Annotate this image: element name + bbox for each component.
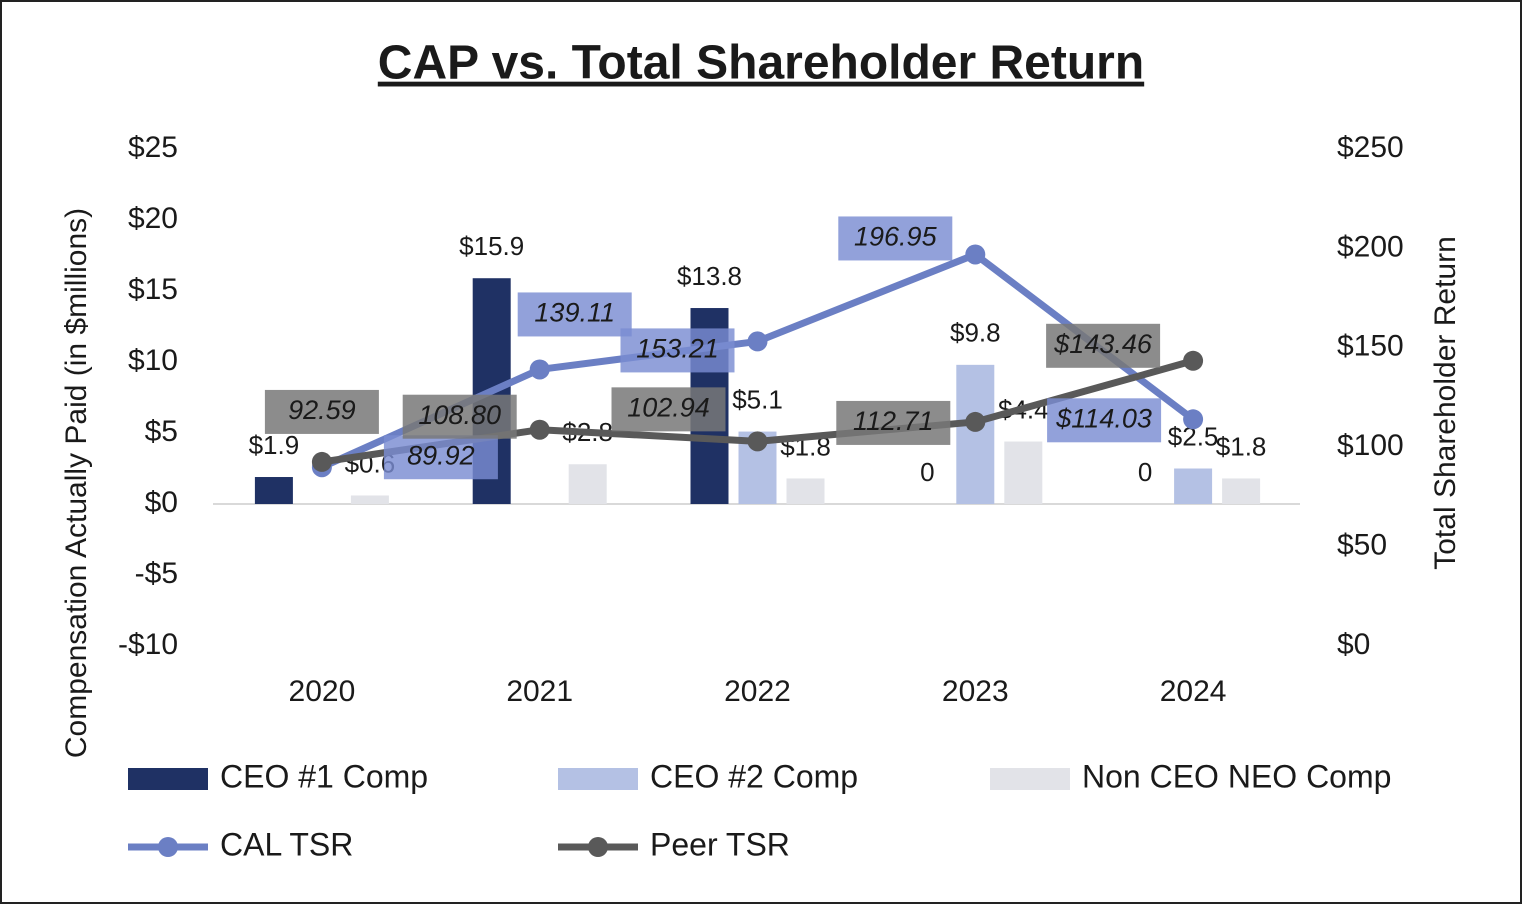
line-point [1183, 409, 1204, 430]
x-tick-label: 2023 [942, 675, 1009, 708]
label-box [1047, 398, 1162, 443]
y-tick-label: -$10 [118, 628, 178, 661]
label-box [517, 292, 632, 337]
bar [1174, 468, 1213, 504]
x-tick-label: 2020 [289, 675, 356, 708]
y-tick-label: -$5 [135, 557, 178, 590]
label-box [264, 389, 379, 434]
legend-label: Non CEO NEO Comp [1082, 758, 1391, 794]
bar-value-label: 0 [1138, 457, 1152, 487]
bar [568, 464, 607, 504]
line-value-label: 112.71 [853, 406, 934, 436]
bar [1004, 441, 1043, 504]
line-point [965, 411, 986, 432]
legend-label: CEO #2 Comp [650, 758, 858, 794]
line-point [1183, 350, 1204, 371]
y2-axis-title: Total Shareholder Return [1429, 236, 1462, 570]
legend-marker [588, 837, 608, 857]
legend-swatch [558, 768, 638, 790]
y2-tick-label: $250 [1337, 131, 1404, 164]
x-tick-label: 2022 [724, 675, 791, 708]
label-box [1046, 323, 1161, 368]
label-box [611, 387, 726, 432]
line-value-label: 108.80 [418, 400, 501, 430]
x-tick-label: 2024 [1160, 675, 1227, 708]
line-value-label: 196.95 [854, 222, 938, 252]
y-tick-label: $0 [145, 486, 178, 519]
y-tick-label: $20 [128, 202, 178, 235]
bar-value-label: 0 [920, 457, 934, 487]
label-box [402, 394, 517, 439]
label-box [620, 328, 735, 373]
legend-label: CEO #1 Comp [220, 758, 428, 794]
line-point [747, 331, 768, 352]
line-point [747, 431, 768, 452]
legend-label: CAL TSR [220, 826, 353, 862]
line-point [529, 419, 550, 440]
bar [1222, 478, 1261, 504]
y-tick-label: $10 [128, 344, 178, 377]
y-tick-label: $25 [128, 131, 178, 164]
bar [956, 364, 995, 504]
bar-value-label: $5.1 [732, 384, 783, 414]
chart-title: CAP vs. Total Shareholder Return [378, 37, 1144, 90]
line-value-label: 153.21 [636, 334, 719, 364]
legend-swatch [128, 768, 208, 790]
line-value-label: $114.03 [1055, 403, 1152, 433]
bar-value-label: $15.9 [459, 231, 524, 261]
y2-tick-label: $100 [1337, 429, 1404, 462]
label-box [383, 435, 498, 480]
y2-tick-label: $150 [1337, 330, 1404, 363]
y-tick-label: $5 [145, 415, 178, 448]
line-value-label: 102.94 [627, 392, 710, 422]
label-box [836, 400, 951, 445]
line-point [965, 244, 986, 265]
line-value-label: $143.46 [1053, 329, 1153, 359]
bar-value-label: $13.8 [677, 261, 742, 291]
bar [350, 495, 389, 504]
label-box [838, 216, 953, 261]
legend-swatch [990, 768, 1070, 790]
bar [786, 478, 825, 504]
line-value-label: 139.11 [534, 298, 615, 328]
line-point [529, 359, 550, 380]
bar-value-label: $1.9 [249, 430, 300, 460]
bar-value-label: $1.8 [1216, 431, 1267, 461]
legend-marker [158, 837, 178, 857]
line-point [311, 451, 332, 472]
x-tick-label: 2021 [506, 675, 573, 708]
y-axis-title: Compensation Actually Paid (in $millions… [60, 208, 93, 758]
y2-tick-label: $200 [1337, 230, 1404, 263]
legend-label: Peer TSR [650, 826, 790, 862]
bar [254, 477, 293, 504]
y-tick-label: $15 [128, 273, 178, 306]
y2-tick-label: $0 [1337, 628, 1370, 661]
bar-value-label: $9.8 [950, 318, 1001, 348]
line-value-label: 92.59 [288, 395, 356, 425]
line-value-label: 89.92 [407, 440, 475, 470]
y2-tick-label: $50 [1337, 529, 1387, 562]
